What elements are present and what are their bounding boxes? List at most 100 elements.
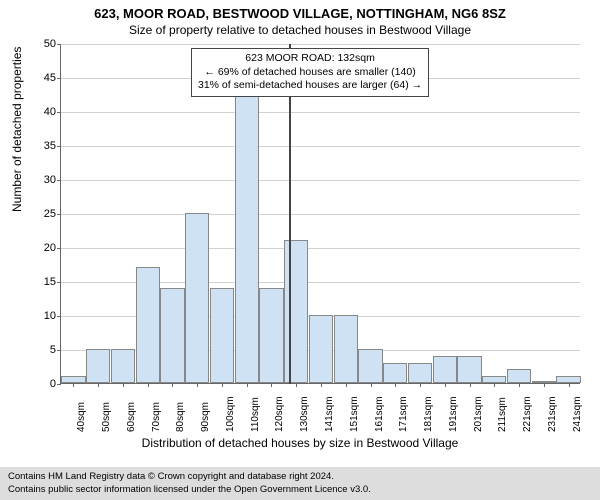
histogram-bar bbox=[235, 70, 259, 383]
ytick-mark bbox=[57, 112, 61, 113]
histogram-bar bbox=[507, 369, 531, 383]
xtick-mark bbox=[271, 383, 272, 387]
annotation-box: 623 MOOR ROAD: 132sqm← 69% of detached h… bbox=[191, 48, 429, 97]
xtick-label: 171sqm bbox=[398, 396, 409, 432]
xtick-label: 191sqm bbox=[448, 396, 459, 432]
ytick-mark bbox=[57, 214, 61, 215]
xtick-mark bbox=[346, 383, 347, 387]
xtick-label: 181sqm bbox=[423, 396, 434, 432]
histogram-bar bbox=[556, 376, 580, 383]
footer-attribution: Contains HM Land Registry data © Crown c… bbox=[0, 467, 600, 500]
ytick-mark bbox=[57, 78, 61, 79]
xtick-label: 231sqm bbox=[547, 396, 558, 432]
xtick-mark bbox=[395, 383, 396, 387]
ytick-label: 30 bbox=[26, 174, 56, 186]
gridline bbox=[61, 44, 580, 45]
annotation-line-2: 31% of semi-detached houses are larger (… bbox=[198, 79, 422, 93]
ytick-label: 10 bbox=[26, 310, 56, 322]
xtick-label: 151sqm bbox=[349, 396, 360, 432]
ytick-mark bbox=[57, 282, 61, 283]
histogram-bar bbox=[86, 349, 110, 383]
xtick-label: 60sqm bbox=[126, 402, 137, 432]
histogram-bar bbox=[482, 376, 506, 383]
ytick-label: 45 bbox=[26, 72, 56, 84]
ytick-label: 40 bbox=[26, 106, 56, 118]
xtick-label: 241sqm bbox=[572, 396, 583, 432]
histogram-bar bbox=[284, 240, 308, 383]
xtick-mark bbox=[222, 383, 223, 387]
histogram-bar bbox=[185, 213, 209, 383]
xtick-mark bbox=[172, 383, 173, 387]
histogram-bar bbox=[309, 315, 333, 383]
footer-line1: Contains HM Land Registry data © Crown c… bbox=[8, 471, 592, 483]
histogram-bar bbox=[457, 356, 481, 383]
gridline bbox=[61, 180, 580, 181]
xtick-mark bbox=[123, 383, 124, 387]
chart-area: 623 MOOR ROAD: 132sqm← 69% of detached h… bbox=[60, 44, 580, 384]
xtick-mark bbox=[544, 383, 545, 387]
xtick-label: 70sqm bbox=[151, 402, 162, 432]
histogram-bar bbox=[408, 363, 432, 383]
ytick-mark bbox=[57, 44, 61, 45]
histogram-bar bbox=[111, 349, 135, 383]
xtick-mark bbox=[247, 383, 248, 387]
histogram-bar bbox=[259, 288, 283, 383]
xtick-mark bbox=[420, 383, 421, 387]
xtick-label: 100sqm bbox=[225, 396, 236, 432]
xtick-label: 201sqm bbox=[473, 396, 484, 432]
ytick-label: 20 bbox=[26, 242, 56, 254]
xtick-mark bbox=[371, 383, 372, 387]
xtick-label: 120sqm bbox=[274, 396, 285, 432]
xtick-mark bbox=[569, 383, 570, 387]
gridline bbox=[61, 112, 580, 113]
ytick-mark bbox=[57, 350, 61, 351]
histogram-bar bbox=[210, 288, 234, 383]
xtick-label: 110sqm bbox=[250, 397, 261, 432]
xtick-label: 141sqm bbox=[324, 396, 335, 432]
xtick-label: 161sqm bbox=[374, 396, 385, 432]
gridline bbox=[61, 214, 580, 215]
histogram-bar bbox=[334, 315, 358, 383]
xtick-mark bbox=[519, 383, 520, 387]
ytick-label: 5 bbox=[26, 344, 56, 356]
ytick-mark bbox=[57, 146, 61, 147]
xtick-mark bbox=[73, 383, 74, 387]
ytick-label: 25 bbox=[26, 208, 56, 220]
xtick-mark bbox=[296, 383, 297, 387]
histogram-bar bbox=[433, 356, 457, 383]
y-axis-label: Number of detached properties bbox=[10, 47, 24, 212]
annotation-line-0: 623 MOOR ROAD: 132sqm bbox=[198, 52, 422, 66]
xtick-label: 40sqm bbox=[76, 402, 87, 432]
xtick-mark bbox=[494, 383, 495, 387]
ytick-label: 0 bbox=[26, 378, 56, 390]
histogram-bar bbox=[383, 363, 407, 383]
ytick-mark bbox=[57, 180, 61, 181]
xtick-label: 130sqm bbox=[299, 396, 310, 432]
title-subtitle: Size of property relative to detached ho… bbox=[0, 21, 600, 37]
xtick-mark bbox=[148, 383, 149, 387]
xtick-mark bbox=[470, 383, 471, 387]
ytick-mark bbox=[57, 384, 61, 385]
ytick-label: 15 bbox=[26, 276, 56, 288]
xtick-label: 221sqm bbox=[522, 396, 533, 432]
xtick-mark bbox=[98, 383, 99, 387]
ytick-mark bbox=[57, 316, 61, 317]
histogram-bar bbox=[358, 349, 382, 383]
ytick-mark bbox=[57, 248, 61, 249]
xtick-label: 90sqm bbox=[200, 402, 211, 432]
gridline bbox=[61, 146, 580, 147]
title-address: 623, MOOR ROAD, BESTWOOD VILLAGE, NOTTIN… bbox=[0, 0, 600, 21]
xtick-mark bbox=[445, 383, 446, 387]
xtick-mark bbox=[197, 383, 198, 387]
histogram-bar bbox=[61, 376, 85, 383]
ytick-label: 50 bbox=[26, 38, 56, 50]
ytick-label: 35 bbox=[26, 140, 56, 152]
gridline bbox=[61, 248, 580, 249]
histogram-bar bbox=[136, 267, 160, 383]
xtick-label: 50sqm bbox=[101, 402, 112, 432]
annotation-line-1: ← 69% of detached houses are smaller (14… bbox=[198, 66, 422, 80]
footer-line2: Contains public sector information licen… bbox=[8, 484, 592, 496]
xtick-label: 80sqm bbox=[175, 402, 186, 432]
histogram-bar bbox=[160, 288, 184, 383]
xtick-label: 211sqm bbox=[497, 397, 508, 432]
